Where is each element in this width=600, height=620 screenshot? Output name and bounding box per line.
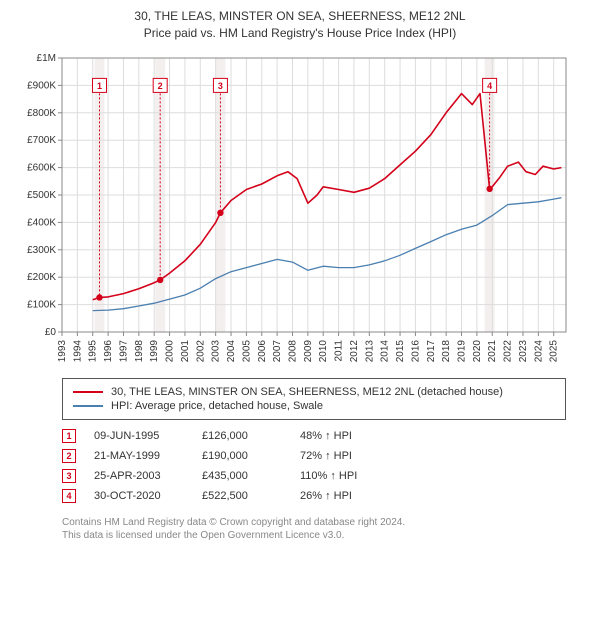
svg-text:1993: 1993 xyxy=(57,339,68,362)
svg-text:2015: 2015 xyxy=(395,339,406,362)
title-line-2: Price paid vs. HM Land Registry's House … xyxy=(10,25,590,42)
svg-text:2012: 2012 xyxy=(349,339,360,362)
svg-text:4: 4 xyxy=(487,80,492,90)
svg-text:1995: 1995 xyxy=(88,339,99,362)
transaction-pct: 48% ↑ HPI xyxy=(300,430,400,442)
transaction-row: 3 25-APR-2003 £435,000 110% ↑ HPI xyxy=(62,466,566,486)
transaction-marker: 3 xyxy=(62,469,76,483)
transaction-row: 1 09-JUN-1995 £126,000 48% ↑ HPI xyxy=(62,426,566,446)
svg-text:£800K: £800K xyxy=(27,107,56,118)
transaction-row: 2 21-MAY-1999 £190,000 72% ↑ HPI xyxy=(62,446,566,466)
svg-text:2019: 2019 xyxy=(457,339,468,362)
footer-line-1: Contains HM Land Registry data © Crown c… xyxy=(62,516,566,529)
transaction-marker: 4 xyxy=(62,489,76,503)
svg-text:£300K: £300K xyxy=(27,244,56,255)
svg-text:2009: 2009 xyxy=(303,339,314,362)
legend-swatch xyxy=(73,391,103,393)
svg-text:£700K: £700K xyxy=(27,135,56,146)
transaction-pct: 110% ↑ HPI xyxy=(300,470,400,482)
transactions-table: 1 09-JUN-1995 £126,000 48% ↑ HPI 2 21-MAY-199… xyxy=(62,426,566,506)
transaction-pct: 72% ↑ HPI xyxy=(300,450,400,462)
svg-text:2014: 2014 xyxy=(380,339,391,362)
svg-text:2007: 2007 xyxy=(272,339,283,362)
svg-text:1: 1 xyxy=(97,80,102,90)
svg-text:1996: 1996 xyxy=(103,339,114,362)
transaction-date: 25-APR-2003 xyxy=(94,470,184,482)
svg-text:2004: 2004 xyxy=(226,339,237,362)
chart-svg: £0 £100K £200K £300K £400K £500K £600K £700K £80… xyxy=(10,50,590,370)
svg-text:2021: 2021 xyxy=(487,339,498,362)
chart-container: 30, THE LEAS, MINSTER ON SEA, SHEERNESS,… xyxy=(0,0,600,550)
svg-text:2011: 2011 xyxy=(334,339,345,361)
svg-text:2018: 2018 xyxy=(441,339,452,362)
svg-text:2010: 2010 xyxy=(318,339,329,362)
legend: 30, THE LEAS, MINSTER ON SEA, SHEERNESS,… xyxy=(62,378,566,420)
svg-text:2005: 2005 xyxy=(241,339,252,362)
svg-text:2017: 2017 xyxy=(426,339,437,362)
svg-text:£1M: £1M xyxy=(37,53,56,64)
svg-text:2016: 2016 xyxy=(410,339,421,362)
svg-text:2022: 2022 xyxy=(503,339,514,362)
svg-text:3: 3 xyxy=(218,80,223,90)
transaction-date: 21-MAY-1999 xyxy=(94,450,184,462)
legend-swatch xyxy=(73,405,103,407)
footer-attribution: Contains HM Land Registry data © Crown c… xyxy=(62,516,566,542)
svg-text:£500K: £500K xyxy=(27,190,56,201)
svg-text:2024: 2024 xyxy=(533,339,544,362)
transaction-date: 30-OCT-2020 xyxy=(94,490,184,502)
transaction-marker: 2 xyxy=(62,449,76,463)
transaction-price: £190,000 xyxy=(202,450,282,462)
footer-line-2: This data is licensed under the Open Gov… xyxy=(62,529,566,542)
svg-text:2020: 2020 xyxy=(472,339,483,362)
transaction-price: £126,000 xyxy=(202,430,282,442)
svg-text:2000: 2000 xyxy=(165,339,176,362)
svg-text:2003: 2003 xyxy=(211,339,222,362)
svg-text:1998: 1998 xyxy=(134,339,145,362)
title-line-1: 30, THE LEAS, MINSTER ON SEA, SHEERNESS,… xyxy=(10,8,590,25)
svg-text:2: 2 xyxy=(158,80,163,90)
svg-text:£600K: £600K xyxy=(27,162,56,173)
svg-text:1994: 1994 xyxy=(72,339,83,362)
transaction-price: £435,000 xyxy=(202,470,282,482)
legend-label: HPI: Average price, detached house, Swal… xyxy=(111,400,323,412)
svg-text:2002: 2002 xyxy=(195,339,206,362)
svg-text:£0: £0 xyxy=(45,327,57,338)
svg-text:£100K: £100K xyxy=(27,299,56,310)
svg-text:1997: 1997 xyxy=(118,339,129,362)
legend-label: 30, THE LEAS, MINSTER ON SEA, SHEERNESS,… xyxy=(111,386,503,398)
svg-text:2001: 2001 xyxy=(180,339,191,362)
transaction-price: £522,500 xyxy=(202,490,282,502)
svg-text:2025: 2025 xyxy=(549,339,560,362)
legend-item: 30, THE LEAS, MINSTER ON SEA, SHEERNESS,… xyxy=(73,385,555,399)
transaction-marker: 1 xyxy=(62,429,76,443)
transaction-row: 4 30-OCT-2020 £522,500 26% ↑ HPI xyxy=(62,486,566,506)
transaction-pct: 26% ↑ HPI xyxy=(300,490,400,502)
legend-item: HPI: Average price, detached house, Swal… xyxy=(73,399,555,413)
svg-text:2013: 2013 xyxy=(364,339,375,362)
svg-text:2006: 2006 xyxy=(257,339,268,362)
chart-plot: £0 £100K £200K £300K £400K £500K £600K £700K £80… xyxy=(10,50,590,370)
transaction-date: 09-JUN-1995 xyxy=(94,430,184,442)
svg-text:£400K: £400K xyxy=(27,217,56,228)
svg-text:2023: 2023 xyxy=(518,339,529,362)
chart-title: 30, THE LEAS, MINSTER ON SEA, SHEERNESS,… xyxy=(10,8,590,42)
svg-text:1999: 1999 xyxy=(149,339,160,362)
svg-text:2008: 2008 xyxy=(287,339,298,362)
svg-text:£200K: £200K xyxy=(27,272,56,283)
svg-text:£900K: £900K xyxy=(27,80,56,91)
